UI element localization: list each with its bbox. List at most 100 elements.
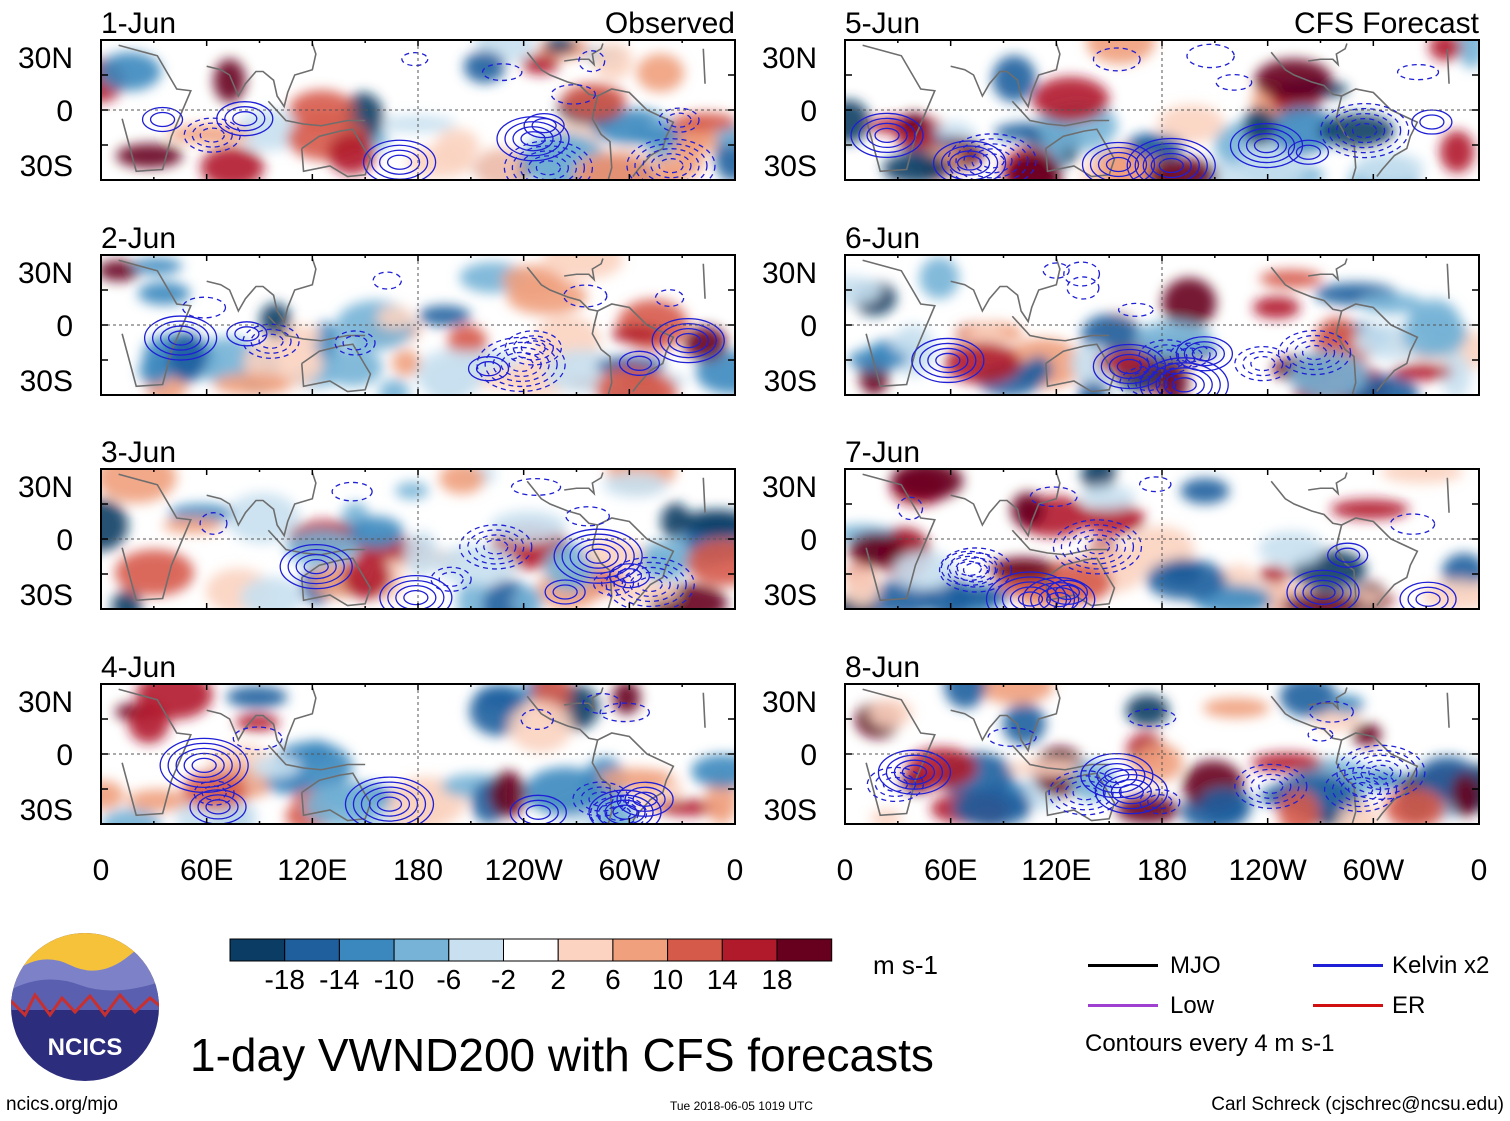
anomaly-blob <box>882 152 949 180</box>
anomaly-blob <box>1429 40 1462 61</box>
anomaly-blob <box>1330 499 1410 520</box>
x-tick-label: 120W <box>1228 854 1307 887</box>
y-tick-label: 30N <box>762 471 817 504</box>
colorbar-swatch <box>448 938 504 962</box>
anomaly-blob <box>508 700 573 753</box>
anomaly-blob <box>1457 40 1479 69</box>
panel-date-label: 3-Jun <box>101 436 176 469</box>
anomaly-blob <box>603 472 668 498</box>
coastlines <box>118 258 706 395</box>
map-panel: 2-Jun 30N 0 30S <box>18 222 736 398</box>
colorbar-tick-label: 2 <box>550 964 566 995</box>
kelvin-contours <box>866 700 1426 816</box>
anomaly-blob <box>1162 277 1217 329</box>
map-panel: 6-Jun 30N 0 30S <box>762 222 1480 398</box>
anomaly-blob <box>1243 107 1276 147</box>
anomaly-blob <box>944 342 1021 385</box>
x-tick-label: 0 <box>727 854 744 887</box>
anomaly-blob <box>868 698 913 728</box>
colorbar-swatch <box>667 938 723 962</box>
anomaly-blob <box>236 109 304 152</box>
anomaly-blob <box>695 350 735 395</box>
y-tick-label: 0 <box>56 95 73 128</box>
anomaly-blob <box>407 146 474 178</box>
anomaly-blob <box>675 112 735 133</box>
y-tick-label: 0 <box>56 524 73 557</box>
anomaly-blob <box>1006 153 1062 180</box>
map-panel: 4-Jun 30N 0 30S <box>18 651 736 827</box>
panel-date-label: 8-Jun <box>845 651 920 684</box>
kelvin-contours <box>159 692 674 824</box>
anomaly-blob <box>637 540 690 582</box>
anomaly-blob <box>1133 743 1184 782</box>
anomaly-blob <box>1392 363 1453 381</box>
anomaly-blob <box>1258 531 1325 567</box>
anomaly-blob <box>870 809 903 824</box>
anomaly-blob <box>1258 565 1289 584</box>
anomaly-blob <box>989 557 1056 581</box>
anomaly-blob <box>101 260 141 282</box>
legend-er-label: ER <box>1392 992 1426 1019</box>
anomaly-blob <box>213 373 292 395</box>
anomaly-blob <box>1180 478 1230 504</box>
logo-text: NCICS <box>48 1034 123 1061</box>
anomaly-blob <box>1440 352 1471 395</box>
anomaly-blob <box>686 538 735 587</box>
anomaly-blob <box>1083 503 1146 536</box>
main-title: 1-day VWND200 with CFS forecasts <box>190 1029 934 1081</box>
legend-er-line <box>1313 1004 1383 1007</box>
colorbar-swatch <box>338 938 395 962</box>
x-axis-labels: 0 60E 120E 180 120W 60W 0 0 60E 120E 180 120W 60W 0 <box>93 854 1488 887</box>
anomaly-blob <box>132 257 183 275</box>
anomaly-blob <box>848 347 907 372</box>
anomaly-blob <box>845 275 882 305</box>
anomaly-blob <box>1086 40 1156 65</box>
map-panel: 1-Jun Observed 30N 0 30S <box>18 7 736 183</box>
anomaly-blob <box>395 482 429 500</box>
legend-kelvin-line <box>1313 964 1383 967</box>
kelvin-contours <box>199 477 695 609</box>
anomaly-blob <box>1353 152 1425 180</box>
anomaly-blob <box>101 780 125 810</box>
legend-low-label: Low <box>1170 992 1215 1019</box>
coastlines <box>862 43 1450 180</box>
legend-mjo-label: MJO <box>1170 952 1221 979</box>
colorbar-swatch <box>393 938 450 962</box>
map-panel: 8-Jun 30N 0 30S <box>762 651 1480 827</box>
anomaly-blob <box>1277 789 1320 824</box>
anomaly-blob <box>115 143 183 169</box>
y-tick-label: 30N <box>18 686 73 719</box>
anomaly-blob <box>101 52 162 91</box>
colorbar-units: m s-1 <box>873 950 938 980</box>
anomaly-blob <box>342 555 392 600</box>
anomaly-blob <box>660 502 691 540</box>
anomaly-blob <box>512 585 543 609</box>
anomaly-blob <box>1145 559 1227 600</box>
x-tick-label: 60W <box>1342 854 1404 887</box>
panel-grid: 1-Jun Observed 30N 0 30S 2-Jun 30N 0 30S 3-Jun 30N… <box>18 7 1480 827</box>
x-tick-label: 120E <box>1021 854 1091 887</box>
anomaly-blob <box>1439 130 1475 173</box>
anomaly-blob <box>543 40 577 54</box>
map-panel: 3-Jun 30N 0 30S <box>18 436 736 612</box>
anomaly-blob <box>521 54 560 75</box>
anomaly-blob <box>126 789 189 812</box>
anomaly-blob <box>636 53 685 93</box>
x-tick-label: 60E <box>180 854 233 887</box>
panel-header: Observed <box>605 7 735 40</box>
panel-date-label: 2-Jun <box>101 222 176 255</box>
anomaly-blob <box>596 768 673 790</box>
x-tick-label: 120E <box>277 854 347 887</box>
anomaly-blob <box>349 516 404 549</box>
anomaly-blob <box>524 767 607 816</box>
x-tick-label: 180 <box>393 854 443 887</box>
site-link[interactable]: ncics.org/mjo <box>6 1094 118 1115</box>
anomaly-blob <box>847 532 904 567</box>
ncics-logo: NCICS <box>11 933 159 1081</box>
y-tick-label: 30S <box>20 150 73 183</box>
anomaly-blob <box>945 584 1010 608</box>
anomaly-blob <box>240 576 304 609</box>
anomaly-blob <box>418 305 471 327</box>
panel-date-label: 6-Jun <box>845 222 920 255</box>
anomaly-blob <box>391 349 421 377</box>
